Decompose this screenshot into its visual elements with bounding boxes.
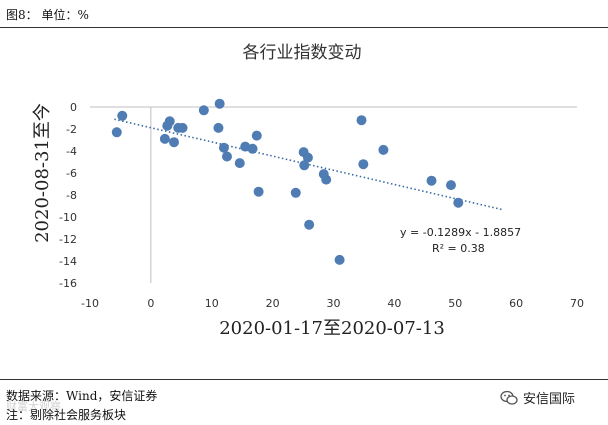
data-point bbox=[302, 152, 313, 163]
x-tick-label: 40 bbox=[387, 297, 401, 310]
data-point bbox=[321, 174, 332, 185]
x-tick-label: 60 bbox=[509, 297, 523, 310]
brand-name: 安信国际 bbox=[523, 392, 576, 407]
data-point bbox=[453, 197, 464, 208]
x-tick-label: 50 bbox=[448, 297, 462, 310]
x-tick-label: 10 bbox=[205, 297, 219, 310]
trend-equation: y = -0.1289x - 1.8857 bbox=[400, 226, 521, 239]
y-tick-label: -8 bbox=[66, 189, 77, 202]
data-point bbox=[177, 122, 188, 133]
data-point bbox=[198, 105, 209, 116]
x-axis-title: 2020-01-17至2020-07-13 bbox=[219, 318, 445, 339]
data-point bbox=[426, 175, 437, 186]
data-point bbox=[234, 158, 245, 169]
data-point bbox=[159, 133, 170, 144]
y-tick-label: -6 bbox=[66, 167, 77, 180]
y-tick-label: -4 bbox=[66, 145, 77, 158]
data-point bbox=[169, 137, 180, 148]
x-tick-label: 30 bbox=[327, 297, 341, 310]
data-point bbox=[251, 130, 262, 141]
y-tick-label: -10 bbox=[59, 211, 77, 224]
chart-ticks: -10 0 10 20 30 40 50 60 70 0 -2 -4 -6 -8 -10 -12 -14 -16 bbox=[59, 101, 584, 310]
bottom-divider bbox=[0, 379, 608, 380]
chart-axes bbox=[90, 106, 577, 283]
y-tick-label: -2 bbox=[66, 123, 77, 136]
data-point bbox=[253, 186, 264, 197]
y-tick-label: -16 bbox=[59, 277, 77, 290]
data-point bbox=[334, 254, 345, 265]
data-point bbox=[247, 143, 258, 154]
wechat-icon bbox=[500, 390, 518, 405]
x-tick-label: 20 bbox=[266, 297, 280, 310]
data-point bbox=[164, 116, 175, 127]
points-layer bbox=[111, 98, 464, 265]
brand-logo: 安信国际 bbox=[500, 388, 575, 407]
data-point bbox=[445, 180, 456, 191]
y-tick-label: -14 bbox=[59, 255, 77, 268]
data-point bbox=[290, 187, 301, 198]
x-tick-label: -10 bbox=[81, 297, 99, 310]
y-tick-label: -12 bbox=[59, 233, 77, 246]
figure-label: 图8： 单位：% bbox=[6, 8, 89, 22]
data-point bbox=[214, 98, 225, 109]
data-point bbox=[356, 115, 367, 126]
data-point bbox=[218, 142, 229, 153]
data-point bbox=[117, 110, 128, 121]
top-divider bbox=[0, 27, 608, 28]
footnote: 注：剔除社会服务板块 bbox=[6, 408, 127, 422]
x-tick-label: 70 bbox=[570, 297, 584, 310]
data-point bbox=[299, 160, 310, 171]
data-point bbox=[111, 127, 122, 138]
trend-r-squared: R² = 0.38 bbox=[432, 242, 485, 255]
scatter-chart: 各行业指数变动 -10 0 10 20 30 40 50 60 700-2-4-6-8-10-1… bbox=[32, 43, 584, 339]
x-tick-label: 0 bbox=[147, 297, 154, 310]
y-axis-title: 2020-08-31至今 bbox=[32, 103, 53, 243]
watermark: 财富大观察 bbox=[6, 400, 61, 413]
data-point bbox=[213, 122, 224, 133]
source-note: 数据来源：Wind，安信证券 bbox=[6, 389, 158, 403]
y-tick-label: 0 bbox=[70, 101, 77, 114]
data-point bbox=[304, 219, 315, 230]
data-point bbox=[358, 159, 369, 170]
chart-title: 各行业指数变动 bbox=[243, 43, 362, 63]
data-point bbox=[378, 144, 389, 155]
data-point bbox=[221, 151, 232, 162]
